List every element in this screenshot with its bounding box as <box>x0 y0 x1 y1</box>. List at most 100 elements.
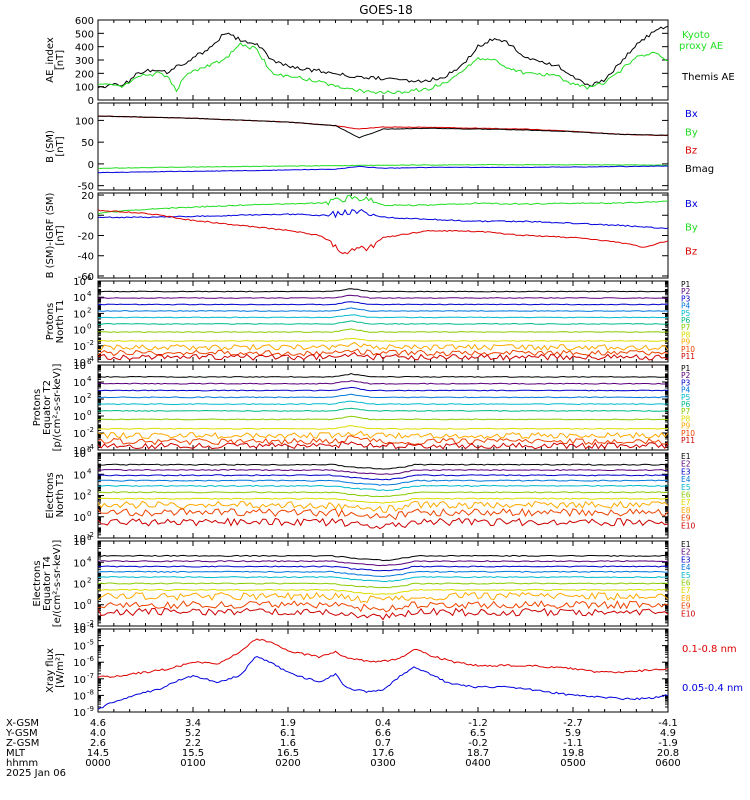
x-cell: 2.6 <box>90 738 106 749</box>
x-cell: 3.4 <box>185 718 201 729</box>
channel-line-e7 <box>98 497 668 504</box>
y-tick-label-exponent: -4 <box>87 443 95 451</box>
series-group <box>98 194 668 255</box>
y-tick-label: 10 <box>73 470 86 481</box>
x-row-label: X-GSM <box>6 718 39 729</box>
panel-frame <box>97 192 669 279</box>
legend-entry: P8 <box>681 330 691 339</box>
x-cell: 0100 <box>180 758 205 769</box>
channel-line-e6 <box>98 491 668 498</box>
y-tick-label-exponent: -2 <box>87 531 94 539</box>
x-cell: 14.5 <box>87 748 109 759</box>
y-tick-label-exponent: -2 <box>87 426 94 434</box>
legend-entry: P11 <box>681 436 695 445</box>
y-tick-label-exponent: 6 <box>87 446 92 454</box>
x-cell: -1.1 <box>563 738 583 749</box>
legend-entry: P10 <box>681 345 695 354</box>
legend-entry: P4 <box>681 302 691 311</box>
legend-entry: Bz <box>685 146 697 157</box>
series-line-3 <box>98 163 668 170</box>
y-tick-label-exponent: -4 <box>87 355 95 363</box>
channel-line-p3 <box>98 386 668 392</box>
channel-line-p6 <box>98 407 668 412</box>
y-tick-label: 10 <box>73 293 86 304</box>
y-tick-label: 10 <box>73 558 86 569</box>
y-tick-label: 10 <box>73 309 86 320</box>
y-tick-label: 400 <box>75 43 94 54</box>
y-tick-label: 10 <box>73 361 86 372</box>
legend-entry: 0.1-0.8 nm <box>682 644 737 655</box>
y-tick-label: 10 <box>73 395 86 406</box>
legend-entry: Bx <box>685 109 698 120</box>
y-tick-label: -60 <box>78 272 94 283</box>
series-group <box>98 554 668 621</box>
channel-line-p2 <box>98 380 668 385</box>
y-tick-label-exponent: -6 <box>87 655 95 663</box>
channel-line-p9 <box>98 341 668 352</box>
x-cell: 6.6 <box>375 728 391 739</box>
channel-line-e2 <box>98 468 668 475</box>
x-cell: 4.6 <box>90 718 106 729</box>
legend-entry: P9 <box>681 422 691 431</box>
y-tick-label-exponent: 2 <box>87 489 91 497</box>
y-tick-label: 10 <box>73 446 86 457</box>
legend-entry: P10 <box>681 429 695 438</box>
y-tick-label: 10 <box>73 342 86 353</box>
x-row-label: MLT <box>6 748 26 759</box>
x-cell: 6.1 <box>280 728 296 739</box>
channel-line-p1 <box>98 372 668 378</box>
x-cell: 5.9 <box>565 728 581 739</box>
x-cell: -2.7 <box>563 718 583 729</box>
x-cell: -0.2 <box>468 738 488 749</box>
channel-line-p5 <box>98 314 668 319</box>
channel-line-e4 <box>98 570 668 578</box>
y-tick-label: 100 <box>75 116 94 127</box>
legend-entry: E7 <box>681 498 691 507</box>
x-cell: -1.9 <box>658 738 678 749</box>
y-tick-label: 500 <box>75 29 94 40</box>
panel-frame <box>97 102 669 191</box>
series-group <box>98 463 668 530</box>
y-tick-label: 10 <box>73 601 86 612</box>
legend-entry: Bmag <box>685 164 714 175</box>
channel-line-e2 <box>98 560 668 567</box>
x-cell: 16.5 <box>277 748 299 759</box>
y-tick-label: 10 <box>73 625 86 636</box>
x-cell: 0300 <box>370 758 395 769</box>
channel-line-e5 <box>98 576 668 583</box>
legend-entry: E10 <box>681 521 696 530</box>
y-tick-label: 10 <box>73 580 86 591</box>
y-axis-label: North T3 <box>55 474 66 518</box>
y-axis-label: Equator T4 <box>42 556 53 611</box>
y-axis-label: Electrons <box>32 560 43 606</box>
y-axis-label: Xray flux <box>45 648 56 693</box>
y-tick-label-exponent: 4 <box>87 290 92 298</box>
channel-line-e1 <box>98 554 668 562</box>
legend-entry: E8 <box>681 506 691 515</box>
y-tick-label-exponent: 0 <box>87 409 91 417</box>
y-tick-label: 10 <box>73 449 86 460</box>
y-tick-label: 50 <box>81 138 94 149</box>
y-tick-label: 10 <box>73 429 86 440</box>
x-cell: 5.2 <box>185 728 201 739</box>
x-cell: 19.8 <box>562 748 584 759</box>
y-tick-label: 600 <box>75 16 94 27</box>
channel-line-p6 <box>98 320 668 325</box>
legend-entry: proxy AE <box>679 41 723 52</box>
y-tick-label-exponent: 0 <box>87 598 91 606</box>
y-tick-label: 10 <box>73 412 86 423</box>
legend-entry: E10 <box>681 609 696 618</box>
x-row-label: Z-GSM <box>6 738 39 749</box>
channel-line-e7 <box>98 588 668 595</box>
y-axis-label: Electrons <box>45 472 56 518</box>
legend-entry: P7 <box>681 323 691 332</box>
series-group <box>98 372 668 450</box>
x-cell: 0200 <box>275 758 300 769</box>
channel-line-p10 <box>98 435 668 446</box>
y-tick-label: 100 <box>75 83 94 94</box>
y-tick-label: 10 <box>73 691 86 702</box>
